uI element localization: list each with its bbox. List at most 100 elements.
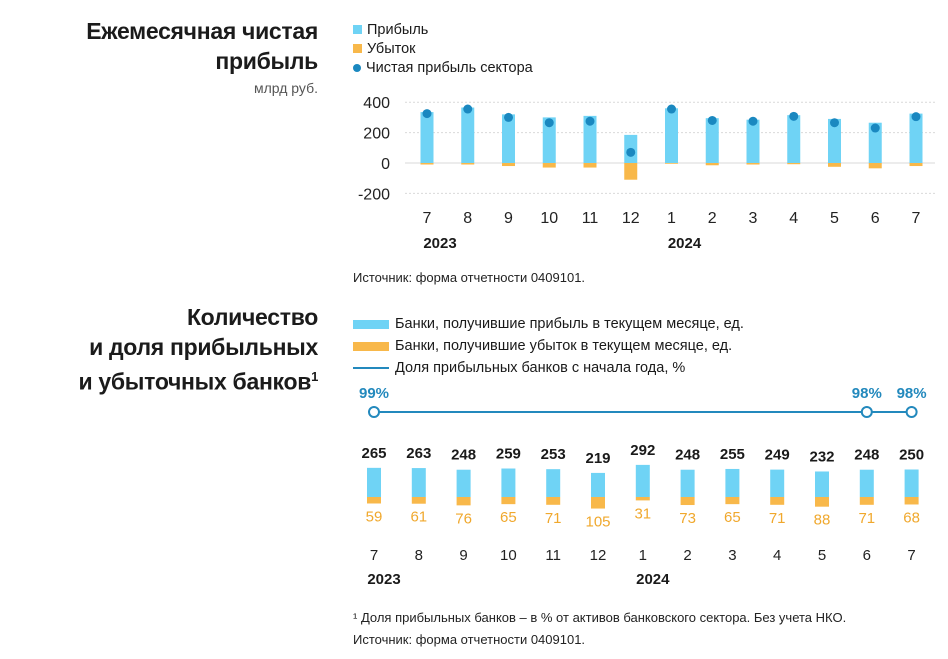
loss-bar — [420, 163, 434, 165]
loss-banks-bar — [456, 497, 471, 506]
loss-banks-value: 65 — [724, 509, 741, 526]
loss-bar — [828, 163, 841, 167]
x-tick-label: 1 — [667, 210, 676, 227]
loss-bar — [624, 163, 638, 180]
chart2-title: Количество и доля прибыльных и убыточных б… — [0, 302, 318, 397]
legend-share-label: Доля прибыльных банков с начала года, % — [395, 360, 686, 376]
x-tick-label: 4 — [773, 547, 781, 564]
profit-banks-bar — [411, 468, 426, 497]
loss-banks-bar — [859, 497, 874, 505]
chart1-legend: Прибыль Убыток Чистая прибыль сектора — [353, 20, 533, 77]
loss-banks-swatch — [353, 341, 389, 351]
loss-bar — [583, 163, 597, 168]
x-tick-label: 5 — [818, 547, 826, 564]
profit-swatch — [353, 25, 362, 34]
chart1-unit: млрд руб. — [253, 80, 318, 96]
profit-banks-swatch — [353, 319, 389, 329]
loss-banks-bar — [591, 497, 605, 509]
x-tick-label: 8 — [463, 210, 472, 227]
profit-banks-bar — [859, 469, 874, 497]
x-tick-label: 6 — [863, 547, 871, 564]
loss-bar — [746, 163, 760, 165]
x-tick-label: 2 — [708, 210, 717, 227]
x-tick-label: 2 — [683, 547, 691, 564]
loss-banks-value: 88 — [814, 512, 831, 529]
share-point — [368, 406, 380, 418]
x-tick-label: 3 — [749, 210, 758, 227]
profit-banks-bar — [680, 469, 695, 497]
profit-bar — [461, 107, 475, 163]
profit-banks-bar — [815, 471, 829, 497]
profit-banks-value: 253 — [541, 446, 566, 463]
chart2-plot: 99% 98% 98%2655972636182487692596510253711… — [359, 385, 927, 588]
x-tick-label: 4 — [789, 210, 798, 227]
share-point — [905, 406, 918, 418]
profit-bar — [828, 118, 841, 163]
loss-banks-bar — [501, 497, 516, 505]
profit-bar — [420, 112, 434, 163]
net-profit-point — [626, 147, 636, 157]
loss-banks-bar — [815, 497, 829, 507]
profit-banks-value: 250 — [899, 447, 924, 464]
chart1-title-text: Ежемесячная чистая прибыль — [86, 18, 318, 74]
loss-banks-value: 71 — [769, 510, 786, 527]
y-tick-label: -200 — [358, 186, 390, 203]
profit-banks-value: 265 — [361, 445, 386, 462]
profit-banks-bar — [456, 469, 471, 497]
profit-bar — [542, 117, 556, 163]
profit-bar — [909, 113, 923, 163]
net-profit-point — [463, 104, 473, 114]
share-value-label: 98% — [897, 385, 927, 402]
share-line-swatch — [353, 367, 389, 369]
x-tick-label: 7 — [423, 210, 432, 227]
x-tick-label: 1 — [639, 547, 647, 564]
loss-bar — [461, 163, 475, 165]
profit-bar — [787, 115, 801, 163]
chart2-legend: Банки, получившие прибыль в текущем меся… — [353, 313, 744, 379]
x-tick-label: 11 — [545, 547, 561, 564]
net-dot-swatch — [353, 63, 361, 72]
profit-banks-bar — [591, 472, 605, 497]
profit-banks-value: 249 — [765, 447, 790, 464]
legend-item-loss: Убыток — [353, 39, 533, 58]
year-label: 2024 — [668, 235, 702, 252]
loss-banks-bar — [680, 497, 695, 506]
chart1-title: Ежемесячная чистая прибыль — [18, 16, 318, 76]
profit-banks-value: 248 — [451, 447, 476, 464]
profit-banks-value: 263 — [406, 445, 431, 462]
net-profit-point — [911, 112, 921, 122]
legend-net-label: Чистая прибыль сектора — [366, 59, 533, 76]
loss-banks-bar — [725, 497, 740, 505]
share-value-label: 99% — [359, 385, 389, 402]
net-profit-point — [667, 104, 676, 114]
profit-banks-bar — [725, 468, 740, 497]
loss-bar — [787, 163, 801, 165]
profit-banks-bar — [546, 469, 561, 497]
legend-loss-label: Убыток — [367, 40, 416, 57]
profit-banks-bar — [367, 467, 381, 497]
year-label: 2023 — [367, 571, 400, 588]
loss-bar — [502, 163, 515, 167]
profit-banks-value: 219 — [585, 450, 610, 467]
net-profit-point — [544, 118, 554, 128]
y-tick-label: 0 — [381, 156, 390, 173]
x-tick-label: 10 — [500, 547, 517, 564]
net-profit-point — [422, 109, 432, 119]
share-value-label: 98% — [852, 385, 882, 402]
x-tick-label: 8 — [415, 547, 423, 564]
profit-bar — [746, 119, 760, 163]
loss-banks-value: 68 — [903, 509, 920, 526]
loss-banks-value: 61 — [410, 509, 427, 526]
share-point — [860, 406, 873, 418]
chart2-title-text: Количество и доля прибыльных и убыточных б… — [78, 304, 318, 395]
net-profit-point — [585, 116, 595, 126]
loss-banks-bar — [411, 497, 426, 504]
year-label: 2024 — [636, 571, 670, 588]
profit-bar — [868, 122, 882, 163]
profit-bar — [583, 115, 597, 163]
profit-banks-bar — [635, 464, 650, 497]
profit-banks-value: 292 — [630, 442, 655, 459]
loss-banks-bar — [904, 497, 919, 505]
x-tick-label: 9 — [504, 210, 513, 227]
